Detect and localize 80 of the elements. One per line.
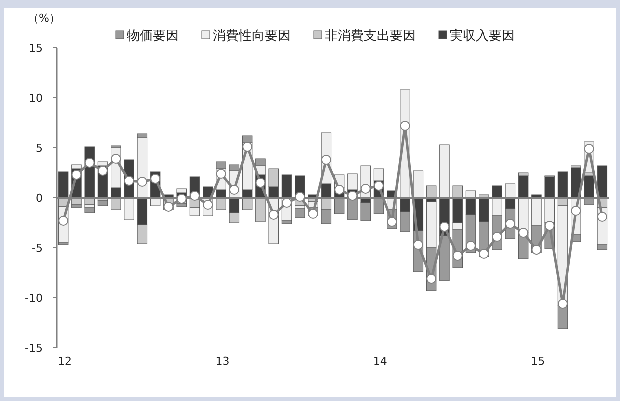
point bbox=[466, 241, 476, 251]
bar bbox=[84, 208, 95, 214]
point bbox=[518, 228, 529, 238]
point bbox=[137, 177, 148, 187]
point bbox=[111, 154, 122, 164]
bar bbox=[597, 166, 608, 198]
bar bbox=[124, 198, 134, 220]
bar bbox=[426, 186, 437, 198]
point bbox=[242, 142, 253, 152]
y-tick-label: -15 bbox=[25, 342, 43, 355]
x-tick-label: 14 bbox=[373, 355, 388, 368]
bar bbox=[544, 176, 555, 198]
point bbox=[597, 212, 608, 222]
point bbox=[532, 245, 542, 255]
point bbox=[584, 144, 594, 154]
bar bbox=[558, 172, 568, 198]
point bbox=[268, 210, 279, 220]
point bbox=[400, 121, 410, 131]
bar bbox=[295, 208, 306, 218]
bar bbox=[242, 198, 253, 210]
x-tick-label: 12 bbox=[58, 355, 72, 368]
bar bbox=[492, 186, 502, 198]
bar bbox=[440, 144, 450, 198]
bar bbox=[282, 174, 292, 198]
x-tick-label: 13 bbox=[216, 355, 230, 368]
point bbox=[98, 166, 108, 176]
bar bbox=[558, 306, 568, 330]
bar bbox=[584, 176, 594, 198]
bar bbox=[98, 200, 108, 206]
bar bbox=[360, 202, 371, 222]
bar bbox=[216, 198, 226, 210]
y-tick-label: -10 bbox=[25, 292, 43, 305]
point bbox=[479, 249, 490, 259]
legend-label: 物価要因 bbox=[127, 29, 179, 44]
point bbox=[84, 158, 95, 168]
bar bbox=[518, 176, 529, 198]
point bbox=[229, 185, 240, 195]
point bbox=[203, 200, 214, 210]
point bbox=[452, 251, 463, 261]
point bbox=[571, 206, 582, 216]
bar bbox=[58, 172, 69, 198]
bar bbox=[111, 198, 122, 210]
point bbox=[256, 178, 266, 188]
point bbox=[426, 274, 437, 284]
point bbox=[558, 299, 568, 309]
y-tick-label: 5 bbox=[36, 142, 43, 155]
point bbox=[216, 169, 226, 179]
bar bbox=[413, 170, 424, 198]
point bbox=[321, 155, 332, 165]
point bbox=[334, 185, 345, 195]
y-tick-label: 0 bbox=[36, 192, 43, 205]
y-tick-label: 15 bbox=[29, 42, 43, 55]
point bbox=[190, 191, 200, 201]
point bbox=[72, 170, 82, 180]
bar bbox=[452, 186, 463, 198]
point bbox=[295, 192, 306, 202]
point bbox=[440, 222, 450, 232]
legend-label: 非消費支出要因 bbox=[325, 29, 416, 44]
point bbox=[544, 221, 555, 231]
point bbox=[164, 202, 174, 212]
point bbox=[387, 217, 398, 227]
point bbox=[492, 232, 502, 242]
point bbox=[282, 198, 292, 208]
legend-label: 実収入要因 bbox=[450, 28, 515, 44]
y-tick-label: 10 bbox=[29, 92, 43, 105]
bar bbox=[334, 198, 345, 214]
x-tick-label: 15 bbox=[531, 355, 546, 368]
bar bbox=[505, 184, 516, 198]
point bbox=[413, 240, 424, 250]
point bbox=[176, 194, 187, 204]
bar bbox=[256, 198, 266, 222]
bar bbox=[374, 198, 384, 214]
point bbox=[348, 191, 358, 201]
y-tick-label: -5 bbox=[32, 242, 43, 255]
legend-label: 消費性向要因 bbox=[213, 29, 291, 44]
point bbox=[360, 184, 371, 194]
point bbox=[124, 176, 134, 186]
point bbox=[308, 209, 318, 219]
bar bbox=[176, 188, 187, 194]
y-axis-title: （%） bbox=[28, 12, 60, 25]
